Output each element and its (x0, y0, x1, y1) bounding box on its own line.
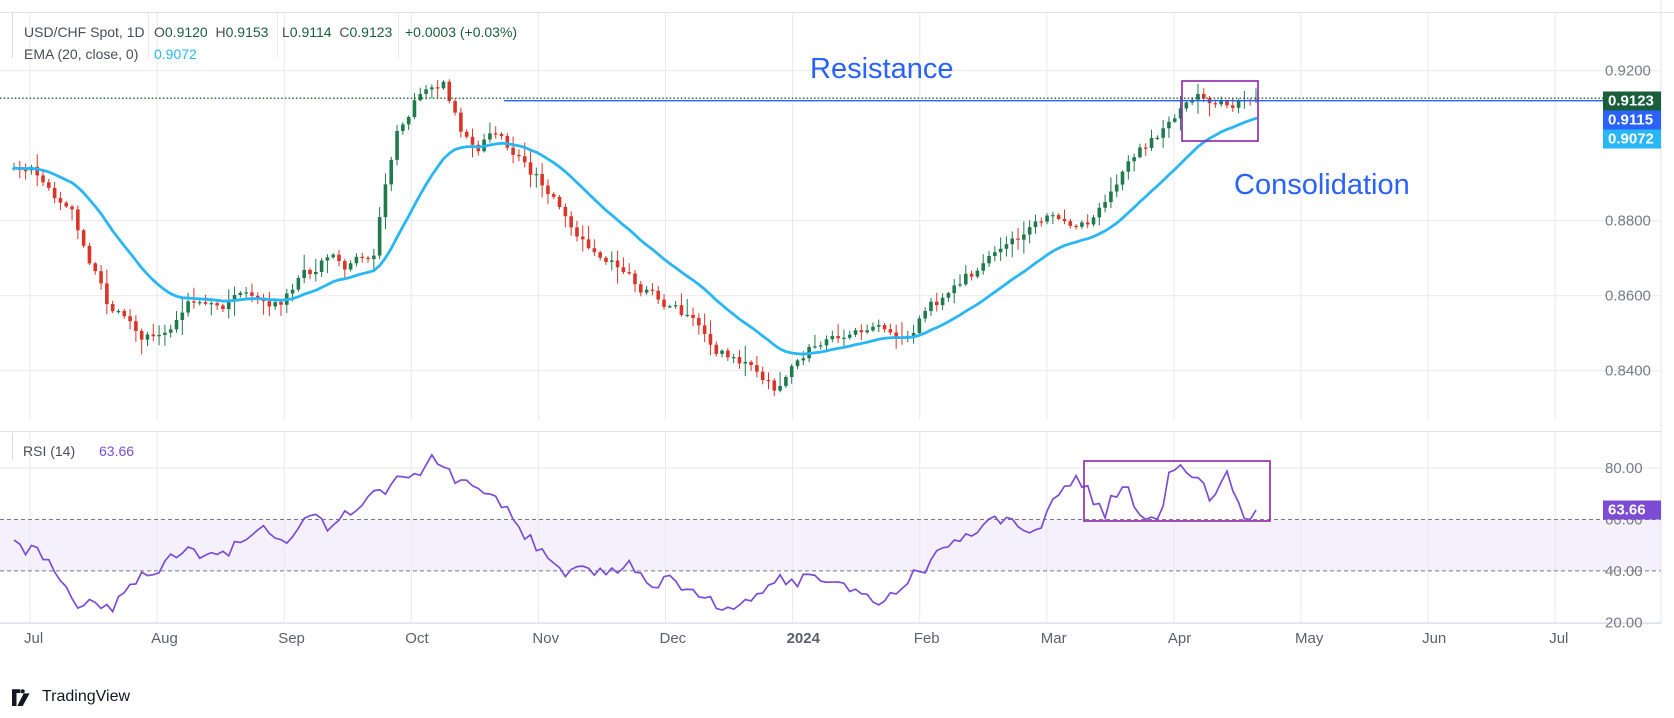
svg-text:Apr: Apr (1168, 630, 1191, 647)
svg-text:40.00: 40.00 (1605, 563, 1643, 580)
svg-text:0.8600: 0.8600 (1605, 288, 1651, 305)
svg-text:0.8800: 0.8800 (1605, 213, 1651, 230)
svg-text:Dec: Dec (660, 630, 687, 647)
svg-text:Mar: Mar (1041, 630, 1067, 647)
svg-text:Jun: Jun (1422, 630, 1446, 647)
svg-text:63.66: 63.66 (1608, 502, 1646, 519)
svg-text:Sep: Sep (278, 630, 305, 647)
svg-text:0.9200: 0.9200 (1605, 63, 1651, 80)
svg-text:Jul: Jul (1549, 630, 1568, 647)
svg-text:0.9123: 0.9123 (1608, 93, 1654, 110)
svg-text:Jul: Jul (24, 630, 43, 647)
svg-text:Nov: Nov (532, 630, 559, 647)
svg-text:Oct: Oct (405, 630, 429, 647)
svg-text:Feb: Feb (914, 630, 940, 647)
svg-text:80.00: 80.00 (1605, 460, 1643, 477)
svg-text:20.00: 20.00 (1605, 614, 1643, 631)
svg-text:2024: 2024 (787, 630, 821, 647)
svg-text:0.9115: 0.9115 (1608, 112, 1653, 129)
svg-text:0.9072: 0.9072 (1608, 131, 1654, 148)
svg-text:May: May (1295, 630, 1324, 647)
svg-text:0.8400: 0.8400 (1605, 363, 1651, 380)
svg-text:Aug: Aug (151, 630, 178, 647)
